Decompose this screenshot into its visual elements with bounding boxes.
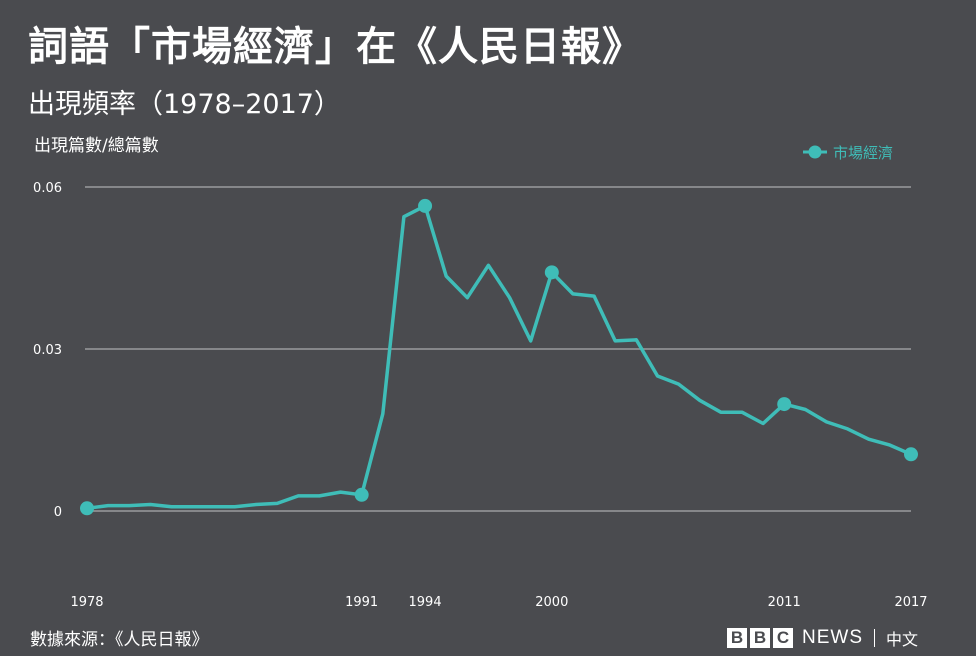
data-point [904, 447, 918, 462]
x-tick-label: 1994 [409, 595, 442, 610]
y-tick-label: 0 [54, 505, 62, 520]
data-source: 數據來源：《人民日報》 [30, 630, 209, 650]
logo-letter: B [727, 628, 747, 648]
logo-divider [874, 629, 875, 647]
x-tick-label: 1978 [70, 595, 103, 610]
series-line [85, 204, 913, 511]
legend-marker [808, 145, 822, 159]
logo-letter: B [750, 628, 770, 648]
legend-label: 市場經濟 [833, 144, 893, 162]
y-tick-label: 0.06 [33, 181, 62, 196]
x-tick-label: 2011 [768, 595, 801, 610]
chart-title: 詞語「市場經濟」在《人民日報》 [28, 24, 643, 70]
x-tick-label: 2017 [894, 595, 927, 610]
y-axis-label: 出現篇數/總篇數 [34, 136, 159, 156]
y-tick-label: 0.03 [33, 343, 62, 358]
logo-language: 中文 [886, 630, 919, 649]
data-point [354, 487, 369, 502]
logo-letter: C [773, 628, 793, 648]
data-point [80, 501, 94, 516]
x-tick-label: 2000 [535, 595, 568, 610]
data-point [418, 198, 433, 213]
bbc-news-chinese-logo: B B C NEWS 中文 [727, 624, 918, 652]
data-point [777, 397, 792, 412]
x-tick-label: 1991 [345, 595, 378, 610]
logo-news: NEWS [802, 627, 863, 648]
data-point [544, 265, 559, 280]
chart-subtitle: 出現頻率（1978–2017） [28, 89, 341, 120]
